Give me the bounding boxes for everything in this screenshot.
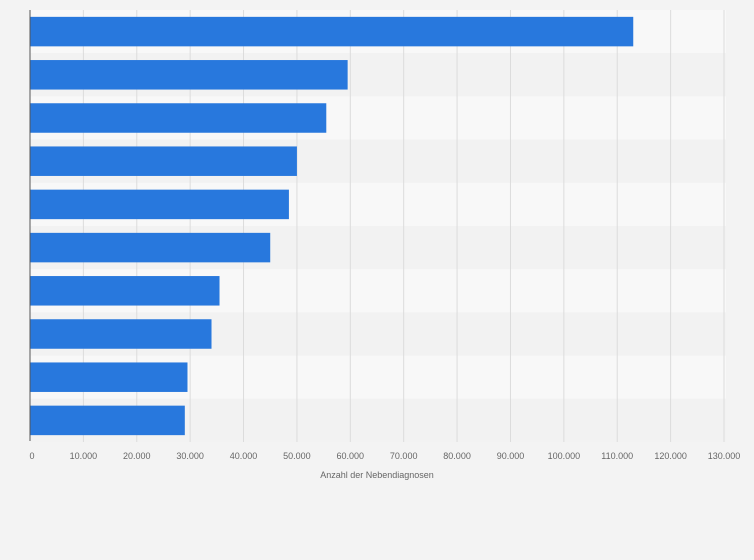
bar (30, 276, 220, 306)
bars (30, 16, 634, 436)
x-tick-label: 30.000 (176, 451, 204, 461)
x-tick-label: 40.000 (230, 451, 258, 461)
x-tick-label: 90.000 (497, 451, 525, 461)
x-tick-label: 20.000 (123, 451, 151, 461)
bar (30, 405, 185, 436)
x-tick-label: 60.000 (337, 451, 365, 461)
bar (30, 319, 212, 349)
bar (30, 189, 289, 220)
x-tick-label: 10.000 (70, 451, 98, 461)
bar (30, 146, 297, 176)
x-tick-labels: 0 10.000 20.000 30.000 40.000 50.000 60.000 70.… (29, 451, 740, 461)
x-tick-label: 130.000 (708, 451, 741, 461)
x-axis-label: Anzahl der Nebendiagnosen (320, 470, 434, 480)
bar (30, 362, 188, 392)
x-tick-label: 50.000 (283, 451, 311, 461)
bar (30, 232, 271, 263)
bar (30, 60, 348, 90)
x-tick-label: 70.000 (390, 451, 418, 461)
gridlines (82, 10, 725, 442)
bar (30, 16, 634, 47)
x-tick-label: 100.000 (548, 451, 581, 461)
x-tick-label: 110.000 (601, 451, 633, 461)
x-tick-label: 0 (29, 451, 34, 461)
x-tick-label: 80.000 (443, 451, 471, 461)
bar (30, 103, 327, 133)
x-tick-label: 120.000 (654, 451, 687, 461)
